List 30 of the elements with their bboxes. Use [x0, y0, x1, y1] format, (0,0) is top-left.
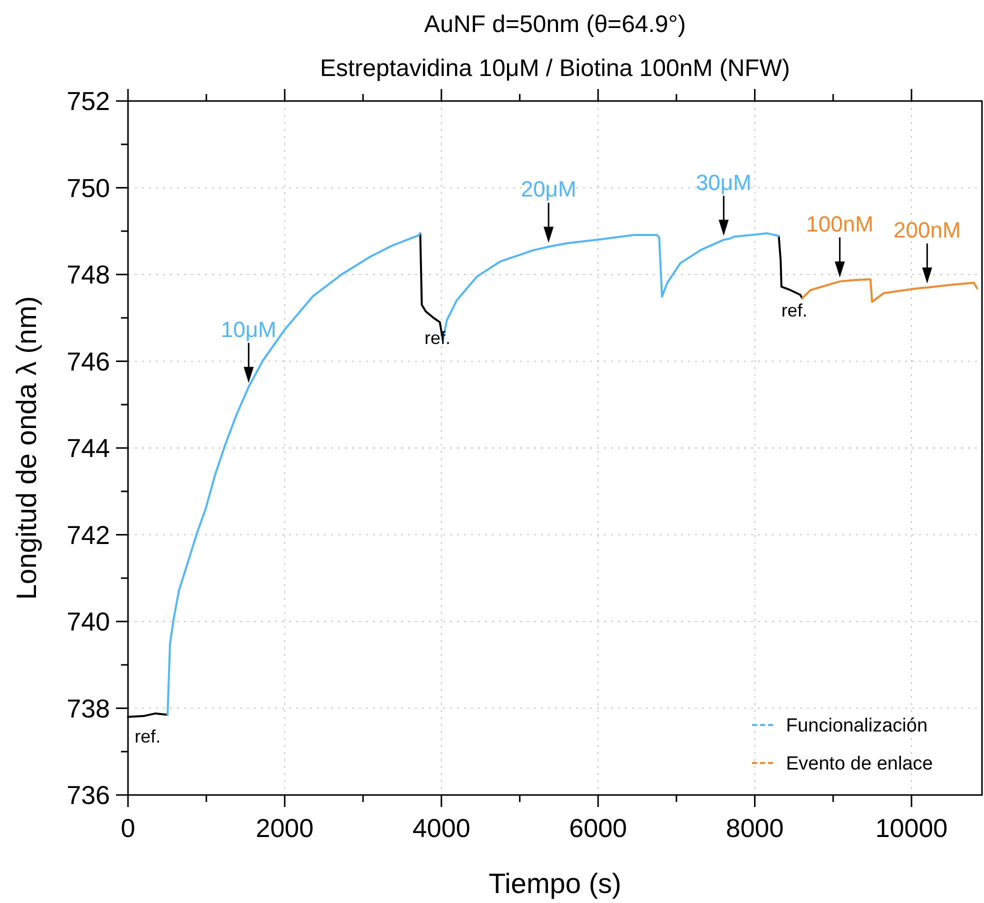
- y-tick-label: 742: [66, 520, 110, 550]
- annotation: ref.: [781, 300, 808, 320]
- line-series: [801, 278, 978, 303]
- annotation: 20μM: [520, 176, 576, 202]
- legend-label: Evento de enlace: [786, 754, 933, 775]
- annotation: 30μM: [696, 170, 752, 195]
- y-tick-label: 744: [66, 433, 110, 464]
- x-tick-label: 8000: [726, 813, 784, 843]
- annotation: ref.: [134, 726, 161, 746]
- legend-label: Funcionalización: [786, 716, 928, 737]
- x-tick-label: 0: [120, 813, 136, 843]
- annotation: 10μM: [220, 316, 276, 342]
- y-tick-label: 740: [66, 606, 110, 637]
- y-tick-label: 738: [66, 693, 110, 724]
- x-axis-title: Tiempo (s): [488, 868, 622, 899]
- y-tick-label: 746: [66, 346, 110, 376]
- y-tick-label: 736: [66, 780, 110, 810]
- chart-subtitle: Estreptavidina 10μM / Biotina 100nM (NFW): [320, 55, 790, 82]
- y-tick-label: 750: [66, 172, 110, 203]
- annotation: 100nM: [806, 211, 874, 236]
- y-tick-label: 748: [66, 260, 110, 290]
- x-tick-label: 2000: [256, 813, 314, 843]
- x-tick-label: 10000: [875, 813, 948, 843]
- annotation: 200nM: [894, 218, 961, 243]
- y-tick-label: 752: [66, 86, 110, 116]
- x-tick-label: 4000: [412, 813, 470, 843]
- x-tick-label: 6000: [569, 813, 628, 843]
- y-axis-title: Longitud de onda λ (nm): [11, 296, 42, 600]
- chart-title: AuNF d=50nm (θ=64.9°): [424, 11, 686, 38]
- annotation: ref.: [424, 328, 451, 348]
